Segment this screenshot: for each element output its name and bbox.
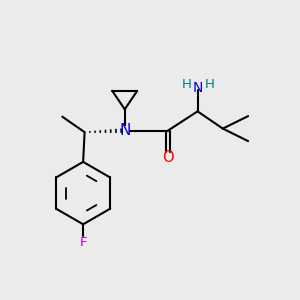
Text: H: H xyxy=(181,77,191,91)
Text: O: O xyxy=(162,150,174,165)
Text: H: H xyxy=(205,77,214,91)
Text: N: N xyxy=(119,123,130,138)
Text: N: N xyxy=(193,82,203,95)
Text: F: F xyxy=(80,236,87,249)
